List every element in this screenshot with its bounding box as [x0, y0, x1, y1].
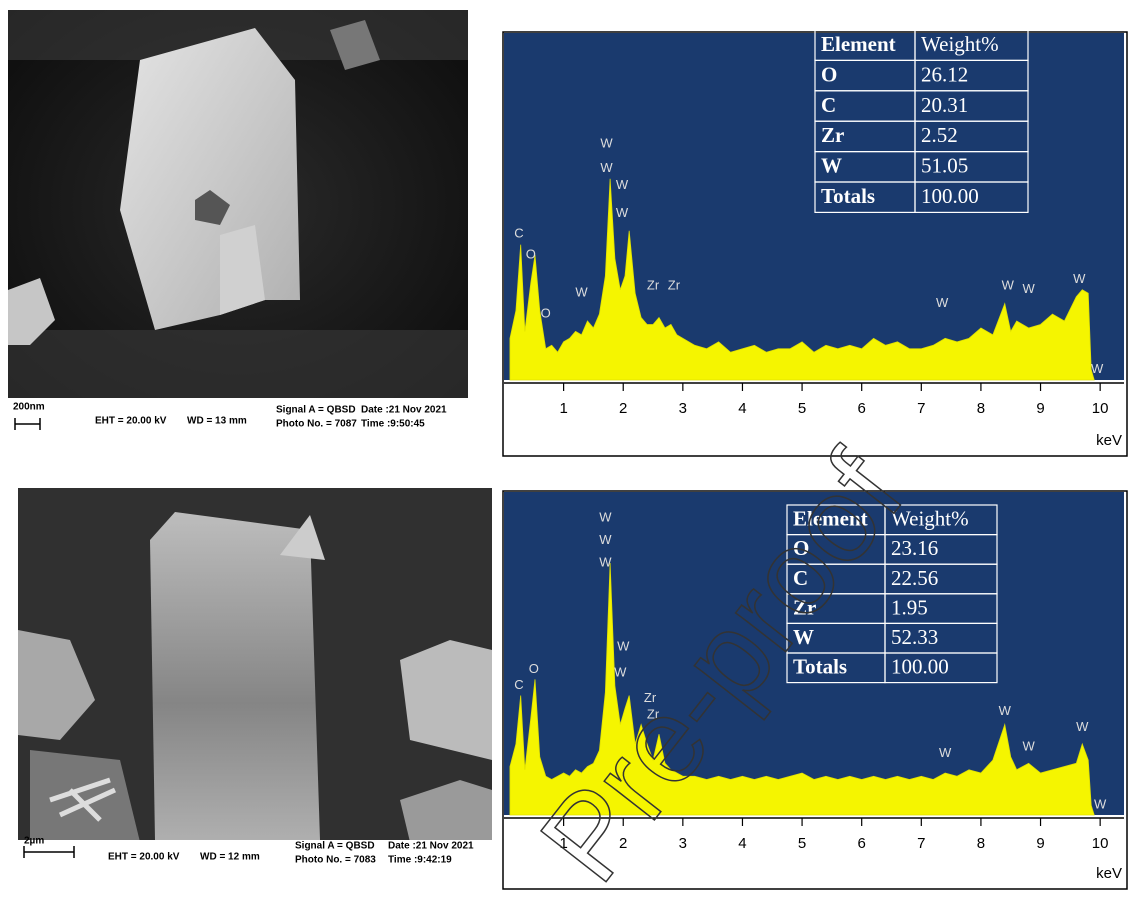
x-tick-label: 1	[559, 400, 567, 417]
peak-label: W	[936, 295, 949, 310]
peak-label: W	[1002, 278, 1015, 293]
signal: Signal A = QBSD	[276, 405, 356, 416]
x-axis-label: keV	[1096, 865, 1122, 882]
table-weight: 2.52	[921, 123, 958, 147]
photo-no: Photo No. = 7083	[295, 855, 376, 866]
time: Time :9:42:19	[388, 855, 452, 866]
peak-label: W	[999, 703, 1012, 718]
x-tick-label: 8	[977, 400, 985, 417]
x-tick-label: 3	[679, 835, 687, 852]
scale-label: 200nm	[13, 402, 45, 413]
figure: 200nm EHT = 20.00 kV WD = 13 mm Signal A…	[0, 0, 1140, 898]
table-weight: 22.56	[891, 566, 938, 590]
date: Date :21 Nov 2021	[388, 841, 474, 852]
table-element: O	[821, 62, 837, 86]
peak-label: W	[1022, 281, 1035, 296]
x-tick-label: 9	[1036, 400, 1044, 417]
peak-label: Zr	[647, 278, 660, 293]
eht: EHT = 20.00 kV	[95, 416, 167, 427]
x-tick-label: 9	[1036, 835, 1044, 852]
peak-label: W	[1022, 739, 1035, 754]
time: Time :9:50:45	[361, 419, 425, 430]
wd: WD = 12 mm	[200, 852, 260, 863]
x-tick-label: 8	[977, 835, 985, 852]
peak-label: W	[600, 135, 613, 150]
peak-label: W	[1073, 271, 1086, 286]
peak-label: W	[939, 745, 952, 760]
table-element: Zr	[821, 123, 844, 147]
peak-label: W	[600, 160, 613, 175]
signal: Signal A = QBSD	[295, 841, 375, 852]
table-weight: 26.12	[921, 62, 968, 86]
x-tick-label: 7	[917, 400, 925, 417]
table-weight: 100.00	[891, 655, 949, 679]
table-weight: 51.05	[921, 154, 968, 178]
peak-label: W	[614, 664, 627, 679]
photo-no: Photo No. = 7087	[276, 419, 357, 430]
table-weight: 52.33	[891, 625, 938, 649]
peak-label: W	[617, 638, 630, 653]
table-element: C	[821, 93, 836, 117]
peak-label: W	[599, 554, 612, 569]
wd: WD = 13 mm	[187, 416, 247, 427]
peak-label: W	[616, 177, 629, 192]
peak-label: W	[616, 205, 629, 220]
x-tick-label: 2	[619, 400, 627, 417]
peak-label: W	[1094, 797, 1107, 812]
peak-label: W	[1076, 719, 1089, 734]
x-tick-label: 5	[798, 400, 806, 417]
table-weight: 20.31	[921, 93, 968, 117]
peak-label: W	[599, 532, 612, 547]
eht: EHT = 20.00 kV	[108, 852, 180, 863]
peak-label: O	[541, 306, 551, 321]
x-tick-label: 6	[858, 835, 866, 852]
peak-label: W	[575, 285, 588, 300]
peak-label: C	[514, 226, 523, 241]
peak-label: W	[599, 509, 612, 524]
x-tick-label: 6	[858, 400, 866, 417]
sem-image	[8, 10, 468, 455]
table-weight: 1.95	[891, 595, 928, 619]
table-element: W	[821, 154, 842, 178]
x-tick-label: 10	[1092, 400, 1109, 417]
peak-label: O	[526, 247, 536, 262]
table-element: Element	[821, 32, 896, 56]
date: Date :21 Nov 2021	[361, 405, 447, 416]
table-weight: Weight%	[921, 32, 999, 56]
x-tick-label: 5	[798, 835, 806, 852]
peak-label: Zr	[668, 278, 681, 293]
x-tick-label: 3	[679, 400, 687, 417]
x-axis-label: keV	[1096, 432, 1122, 449]
peak-label: C	[514, 677, 523, 692]
peak-label: W	[1091, 361, 1104, 376]
x-tick-label: 7	[917, 835, 925, 852]
peak-label: O	[529, 661, 539, 676]
sem-image	[18, 488, 492, 892]
x-tick-label: 4	[738, 835, 746, 852]
x-tick-label: 10	[1092, 835, 1109, 852]
scale-label: 2µm	[24, 836, 44, 847]
table-element: Totals	[821, 184, 875, 208]
x-tick-label: 4	[738, 400, 746, 417]
table-weight: 100.00	[921, 184, 979, 208]
